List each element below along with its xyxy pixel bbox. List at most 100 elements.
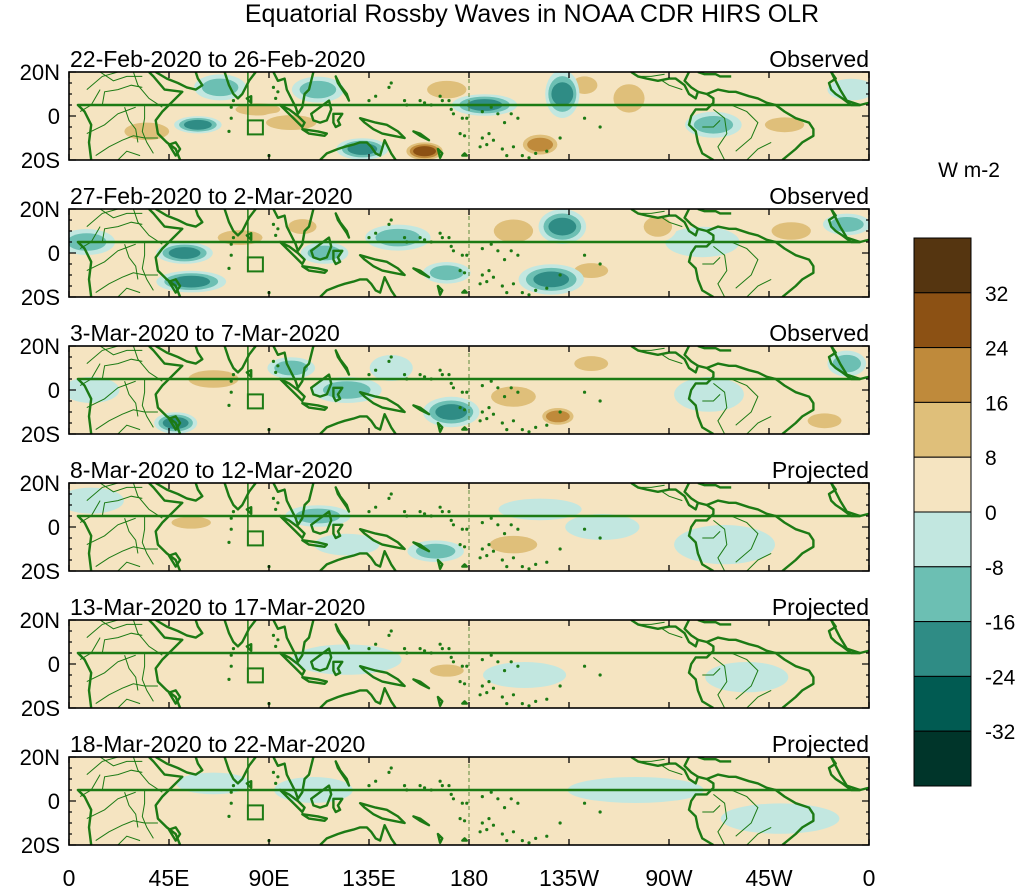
island xyxy=(274,507,278,511)
island xyxy=(460,664,464,668)
coastline xyxy=(272,209,315,252)
country-border xyxy=(132,620,163,656)
coastline xyxy=(687,775,715,845)
anomaly-contour xyxy=(291,644,402,675)
coastline xyxy=(155,757,204,776)
island xyxy=(447,373,451,377)
region-box xyxy=(246,804,264,821)
island xyxy=(491,823,496,827)
island xyxy=(489,516,493,520)
anomaly-contour xyxy=(548,217,577,236)
anomaly-contour xyxy=(429,265,464,281)
coastline xyxy=(412,541,431,553)
island xyxy=(422,375,427,379)
country-border xyxy=(101,84,143,106)
island xyxy=(558,547,562,551)
anomaly-contour xyxy=(764,117,805,133)
coastline xyxy=(310,647,333,672)
country-border xyxy=(101,769,143,791)
coastline xyxy=(687,90,715,160)
country-border xyxy=(99,346,143,356)
region-box xyxy=(246,530,264,547)
island xyxy=(387,359,391,363)
island xyxy=(480,795,484,799)
anomaly-contour xyxy=(109,629,184,655)
country-border xyxy=(95,546,158,568)
coastline xyxy=(332,797,344,814)
island xyxy=(496,249,500,253)
coastline xyxy=(436,421,444,433)
country-border xyxy=(99,72,143,82)
anomaly-contour xyxy=(274,360,309,376)
country-border xyxy=(117,561,141,571)
coastline xyxy=(358,391,406,414)
island xyxy=(496,797,500,801)
island xyxy=(465,801,469,805)
coastline xyxy=(301,676,328,685)
island xyxy=(478,693,482,697)
island xyxy=(462,545,467,549)
island xyxy=(520,839,524,843)
x-tick-label: 45W xyxy=(745,865,793,890)
coastline xyxy=(76,209,862,297)
island xyxy=(451,249,456,253)
island xyxy=(496,386,500,390)
country-border xyxy=(86,346,119,364)
island xyxy=(558,136,562,140)
country-border xyxy=(702,257,721,265)
island xyxy=(389,492,393,496)
coastline xyxy=(334,486,351,513)
y-tick-label: 0 xyxy=(48,789,60,814)
island xyxy=(460,801,464,805)
island xyxy=(389,629,393,633)
island xyxy=(545,423,549,427)
island xyxy=(582,116,587,120)
coastline xyxy=(706,636,815,708)
island xyxy=(231,236,236,240)
coastlines xyxy=(76,72,869,160)
island xyxy=(500,147,504,151)
island xyxy=(505,428,509,432)
panel: 20N 0 20S 22-Feb-2020 to 26-Feb-2020 Observe… xyxy=(20,46,870,173)
island xyxy=(374,231,378,235)
island xyxy=(227,540,231,545)
country-border xyxy=(746,689,772,708)
country-border xyxy=(95,820,158,842)
coastline xyxy=(697,72,732,78)
country-border xyxy=(746,552,772,571)
colorbar-bin xyxy=(913,675,972,732)
coastline xyxy=(706,773,815,845)
island xyxy=(274,644,278,649)
island xyxy=(465,390,469,394)
country-border xyxy=(117,287,141,297)
island xyxy=(229,653,233,657)
coastline xyxy=(167,278,182,294)
colorbar-bin xyxy=(913,621,972,677)
island xyxy=(509,660,513,664)
island xyxy=(387,85,391,89)
coastline xyxy=(245,506,253,515)
coastline xyxy=(334,623,351,650)
y-tick-label: 0 xyxy=(48,104,60,129)
coastline xyxy=(76,72,862,160)
coastline xyxy=(630,757,700,785)
island xyxy=(451,386,456,390)
anomaly-contour xyxy=(323,381,371,399)
island xyxy=(491,412,496,416)
island xyxy=(582,527,587,531)
island xyxy=(374,505,378,509)
island xyxy=(418,647,422,651)
anomaly-contour xyxy=(174,662,275,688)
country-border xyxy=(746,415,772,434)
colorbar-units-label: W m-2 xyxy=(938,159,1000,182)
island xyxy=(534,562,538,567)
country-border xyxy=(101,221,143,243)
country-border xyxy=(662,491,683,502)
country-border xyxy=(746,141,772,160)
island xyxy=(598,262,602,266)
coastline xyxy=(461,289,468,294)
coastline xyxy=(461,700,468,705)
island xyxy=(438,231,442,235)
coastline xyxy=(301,265,328,274)
panel-status: Projected xyxy=(772,731,869,757)
